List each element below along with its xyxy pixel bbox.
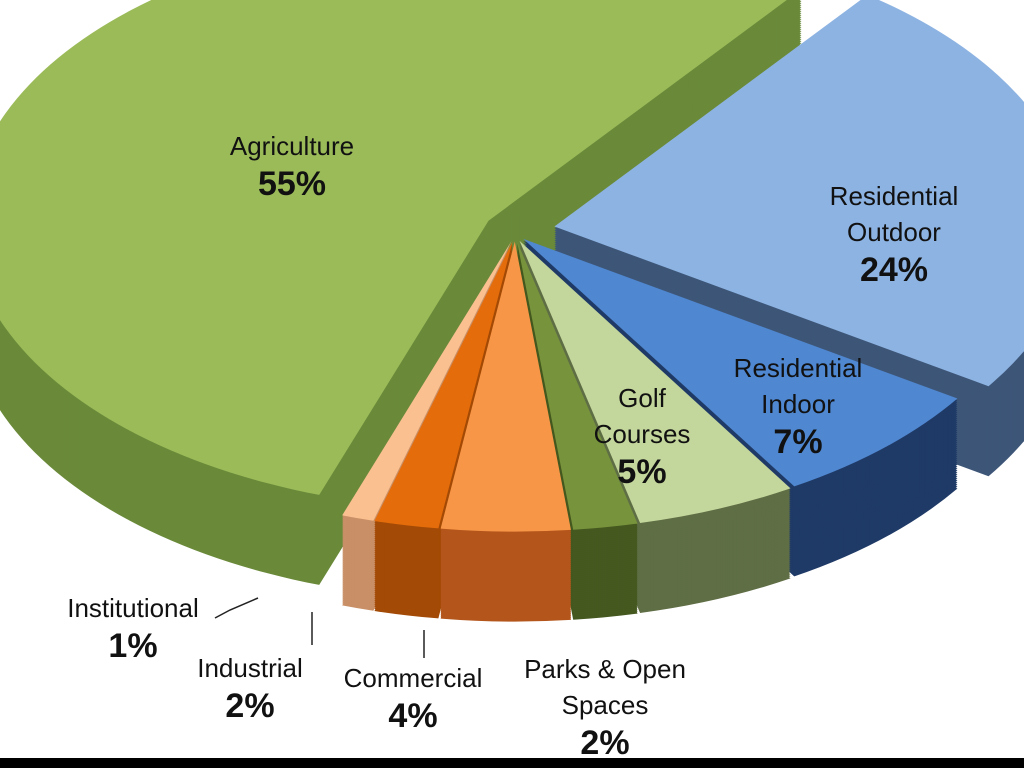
slice-parks-open-spaces — [517, 241, 638, 530]
label-residential-indoor: Residential Indoor 7% — [733, 353, 863, 461]
slice-residential-outdoor — [554, 0, 1024, 387]
label-industrial: Industrial 2% — [197, 653, 303, 725]
label-agriculture: Agriculture 55% — [229, 131, 355, 203]
slice-commercial — [440, 241, 571, 532]
label-parks-open-spaces: Parks & Open Spaces 2% — [524, 654, 686, 762]
slice-institutional — [342, 241, 512, 521]
leader-line — [214, 597, 259, 619]
label-golf-courses: Golf Courses 5% — [593, 383, 691, 491]
slice-agriculture — [0, 0, 787, 495]
label-residential-outdoor: Residential Outdoor 24% — [829, 181, 959, 289]
slice-industrial — [374, 241, 513, 529]
bottom-border — [0, 758, 1024, 768]
label-institutional: Institutional 1% — [67, 593, 199, 665]
slice-golf-courses — [519, 240, 791, 523]
slice-residential-indoor — [523, 238, 958, 487]
label-commercial: Commercial 4% — [343, 663, 483, 735]
